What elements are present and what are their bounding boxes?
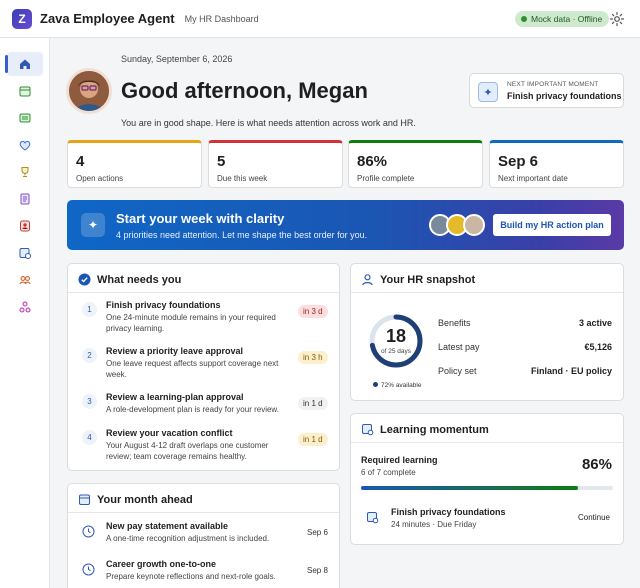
month-ahead-card: Your month ahead New pay statement avail…	[67, 483, 340, 588]
learning-percent: 86%	[581, 456, 612, 473]
sparkle-icon: ✦	[478, 82, 498, 102]
sidebar-item-benefits[interactable]	[7, 133, 43, 157]
person-badge-icon	[20, 220, 30, 232]
stat-label: Open actions	[76, 174, 124, 183]
hero-title: Start your week with clarity	[116, 211, 285, 226]
stat-label: Next important date	[498, 174, 568, 183]
stat-next-date[interactable]: Sep 6 Next important date	[489, 140, 624, 188]
stat-value: 4	[76, 153, 85, 170]
stat-value: 86%	[357, 153, 388, 170]
dashboard-tab[interactable]: My HR Dashboard	[184, 13, 259, 24]
person-icon	[361, 273, 374, 286]
check-circle-icon	[78, 273, 91, 286]
what-needs-you-card: What needs you 1 Finish privacy foundati…	[67, 263, 340, 471]
next-moment-value: Finish privacy foundations	[507, 91, 622, 101]
ring-caption: of 25 days	[381, 348, 411, 355]
required-label: Required learning	[361, 455, 438, 465]
due-badge: in 3 h	[298, 351, 328, 364]
sidebar-item-schedule[interactable]	[7, 241, 43, 265]
ring-value: 18	[385, 326, 407, 346]
current-date: Sunday, September 6, 2026	[121, 54, 233, 64]
wallet-icon	[19, 113, 31, 123]
stat-value: 5	[217, 153, 226, 170]
next-moment-card[interactable]: ✦ NEXT IMPORTANT MOMENT Finish privacy f…	[469, 73, 624, 108]
schedule-icon	[19, 248, 31, 259]
app-logo: Z	[12, 8, 32, 29]
due-badge: in 3 d	[298, 305, 328, 318]
app-title: Zava Employee Agent	[40, 11, 175, 26]
sidebar-item-profile[interactable]	[7, 214, 43, 238]
gear-icon[interactable]	[609, 11, 625, 27]
team-icon	[19, 276, 31, 285]
learning-progress-fill	[361, 486, 578, 490]
snapshot-label: Latest pay	[438, 342, 480, 352]
sidebar-item-recognition[interactable]	[7, 160, 43, 184]
course-icon	[367, 512, 379, 524]
course-title: Finish privacy foundations	[391, 507, 506, 517]
stat-due-this-week[interactable]: 5 Due this week	[208, 140, 343, 188]
org-chart-icon	[19, 301, 31, 313]
clock-icon	[82, 525, 95, 538]
course-meta: 24 minutes · Due Friday	[391, 520, 477, 529]
card-title: Learning momentum	[380, 423, 489, 436]
sparkle-icon: ✦	[81, 213, 105, 237]
stat-profile-complete[interactable]: 86% Profile complete	[348, 140, 483, 188]
clock-icon	[82, 563, 95, 576]
calendar-icon	[78, 493, 91, 506]
snapshot-label: Policy set	[438, 366, 477, 376]
event-date: Sep 8	[307, 566, 328, 575]
next-moment-label: NEXT IMPORTANT MOMENT	[507, 81, 599, 88]
sidebar-item-calendar[interactable]	[7, 79, 43, 103]
sidebar	[0, 38, 50, 588]
card-title: Your HR snapshot	[380, 273, 476, 286]
event-date: Sep 6	[307, 528, 328, 537]
build-plan-button[interactable]: Build my HR action plan	[493, 214, 611, 236]
top-bar: Z Zava Employee Agent My HR Dashboard Mo…	[0, 0, 640, 38]
continue-button[interactable]: Continue	[577, 513, 610, 522]
home-icon	[20, 59, 30, 69]
sidebar-item-pay[interactable]	[7, 106, 43, 130]
document-icon	[20, 193, 30, 205]
status-badge: Mock data · Offline	[515, 11, 610, 27]
page-subtitle: You are in good shape. Here is what need…	[121, 118, 416, 128]
snapshot-value: Finland · EU policy	[530, 366, 612, 376]
due-badge: in 1 d	[298, 397, 328, 410]
snapshot-label: Benefits	[438, 318, 471, 328]
learning-progress	[361, 486, 613, 490]
avatar	[66, 68, 112, 114]
page-title: Good afternoon, Megan	[121, 78, 368, 103]
sidebar-item-team[interactable]	[7, 268, 43, 292]
course-row[interactable]: Finish privacy foundations 24 minutes · …	[351, 501, 623, 535]
due-badge: in 1 d	[298, 433, 328, 446]
learning-icon	[361, 423, 374, 436]
calendar-icon	[19, 86, 31, 97]
stat-label: Profile complete	[357, 174, 415, 183]
days-ring	[369, 314, 423, 368]
card-title: What needs you	[97, 273, 182, 286]
learning-momentum-card: Learning momentum Required learning 6 of…	[350, 413, 624, 545]
sidebar-item-documents[interactable]	[7, 187, 43, 211]
hero-banner: ✦ Start your week with clarity 4 priorit…	[67, 200, 624, 250]
stat-open-actions[interactable]: 4 Open actions	[67, 140, 202, 188]
snapshot-value: 3 active	[578, 318, 612, 328]
sidebar-item-home[interactable]	[5, 52, 43, 76]
card-title: Your month ahead	[97, 493, 193, 506]
avatar	[463, 214, 485, 236]
hr-snapshot-card: Your HR snapshot 18 of 25 days 72% avail…	[350, 263, 624, 401]
ring-legend: 72% available	[373, 382, 421, 389]
required-sub: 6 of 7 complete	[361, 468, 416, 477]
snapshot-value: €5,126	[584, 342, 612, 352]
sidebar-item-org[interactable]	[7, 295, 43, 319]
stat-label: Due this week	[217, 174, 268, 183]
hero-subtitle: 4 priorities need attention. Let me shap…	[116, 230, 368, 240]
trophy-icon	[21, 167, 29, 177]
stat-value: Sep 6	[498, 153, 539, 170]
heart-icon	[19, 140, 31, 151]
